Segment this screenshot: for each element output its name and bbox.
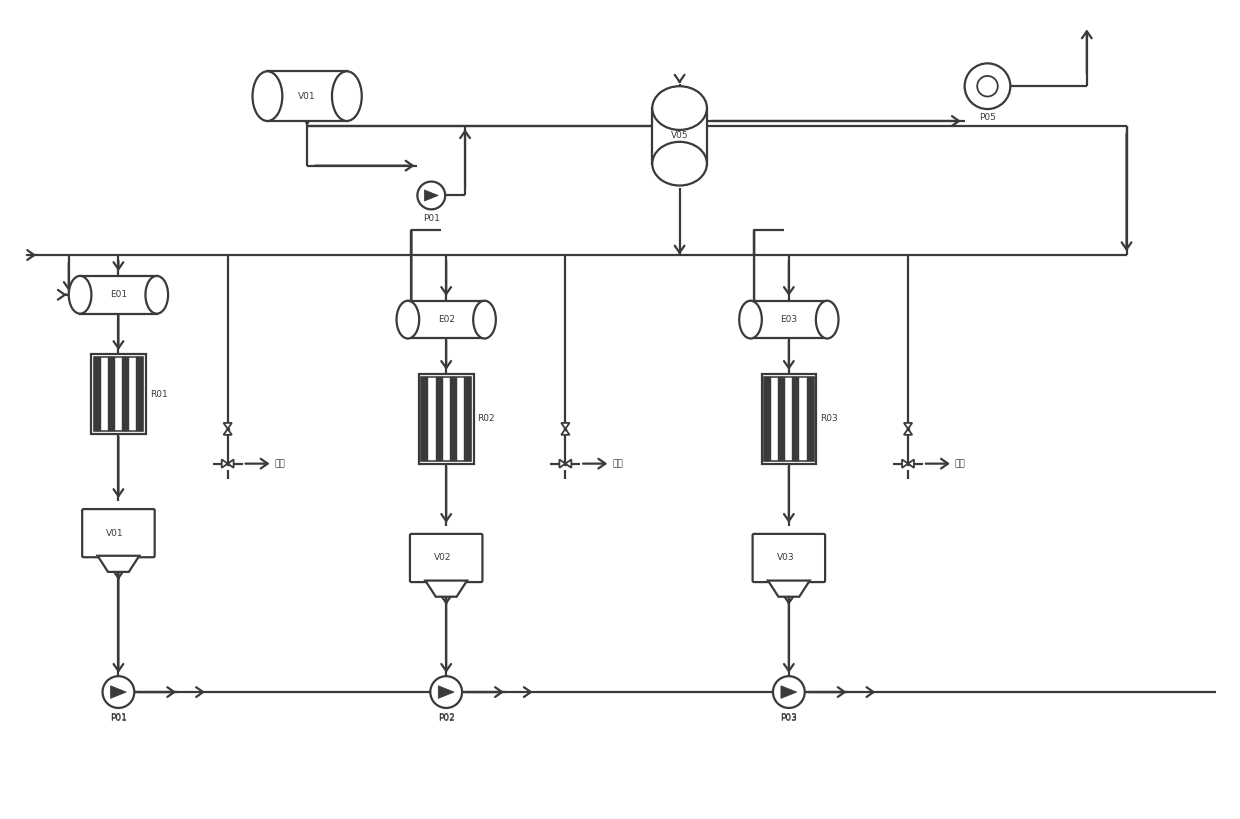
- Text: P02: P02: [438, 714, 455, 723]
- Text: 尾气: 尾气: [613, 459, 622, 468]
- Polygon shape: [228, 459, 233, 468]
- Circle shape: [418, 182, 445, 210]
- Circle shape: [977, 76, 998, 97]
- Bar: [652, 108, 707, 164]
- Polygon shape: [901, 459, 908, 468]
- Text: P02: P02: [438, 713, 455, 722]
- Ellipse shape: [474, 301, 496, 338]
- Polygon shape: [781, 686, 797, 699]
- Bar: [806, 377, 813, 461]
- Bar: [122, 357, 129, 432]
- Bar: [93, 357, 144, 432]
- Bar: [764, 377, 771, 461]
- FancyBboxPatch shape: [753, 534, 825, 582]
- Text: P01: P01: [110, 713, 126, 722]
- Bar: [792, 377, 800, 461]
- Text: R01: R01: [150, 390, 167, 399]
- Polygon shape: [425, 581, 467, 597]
- Polygon shape: [904, 423, 913, 429]
- Polygon shape: [908, 459, 914, 468]
- Bar: [408, 301, 485, 338]
- Polygon shape: [768, 581, 810, 597]
- Circle shape: [430, 676, 463, 708]
- Bar: [750, 301, 827, 338]
- Text: V03: V03: [776, 554, 794, 563]
- Text: V02: V02: [434, 554, 451, 563]
- Ellipse shape: [145, 276, 169, 314]
- Text: P03: P03: [780, 714, 797, 723]
- Bar: [422, 377, 471, 461]
- Ellipse shape: [397, 301, 419, 338]
- Bar: [93, 357, 100, 432]
- Polygon shape: [223, 423, 232, 429]
- Text: 尾气: 尾气: [955, 459, 966, 468]
- Circle shape: [103, 676, 134, 708]
- Text: P01: P01: [110, 714, 126, 723]
- Polygon shape: [110, 686, 126, 699]
- Text: P01: P01: [423, 215, 440, 224]
- Text: 尾气: 尾气: [274, 459, 285, 468]
- Ellipse shape: [652, 142, 707, 186]
- Bar: [761, 374, 816, 464]
- Polygon shape: [438, 686, 454, 699]
- Bar: [108, 357, 115, 432]
- Bar: [422, 377, 429, 461]
- FancyBboxPatch shape: [82, 509, 155, 557]
- Circle shape: [773, 676, 805, 708]
- FancyBboxPatch shape: [410, 534, 482, 582]
- Bar: [464, 377, 471, 461]
- Text: E01: E01: [110, 290, 126, 299]
- Ellipse shape: [652, 86, 707, 130]
- Text: P03: P03: [780, 713, 797, 722]
- Polygon shape: [904, 429, 913, 435]
- Text: V01: V01: [299, 92, 316, 101]
- Polygon shape: [223, 429, 232, 435]
- Polygon shape: [562, 429, 569, 435]
- Text: E03: E03: [780, 315, 797, 324]
- Text: V05: V05: [671, 131, 688, 140]
- Polygon shape: [562, 423, 569, 429]
- Bar: [81, 276, 156, 314]
- Bar: [91, 355, 146, 434]
- Ellipse shape: [739, 301, 761, 338]
- Circle shape: [965, 63, 1011, 109]
- Ellipse shape: [253, 71, 283, 121]
- Polygon shape: [424, 190, 438, 201]
- Text: R02: R02: [477, 414, 495, 423]
- Bar: [136, 357, 144, 432]
- Ellipse shape: [332, 71, 362, 121]
- Bar: [779, 377, 785, 461]
- Polygon shape: [565, 459, 572, 468]
- Text: V01: V01: [107, 528, 124, 537]
- Bar: [435, 377, 443, 461]
- Ellipse shape: [68, 276, 92, 314]
- Polygon shape: [559, 459, 565, 468]
- Bar: [419, 374, 474, 464]
- Text: P05: P05: [980, 113, 996, 122]
- Ellipse shape: [816, 301, 838, 338]
- Bar: [268, 71, 347, 121]
- Bar: [764, 377, 813, 461]
- Bar: [450, 377, 456, 461]
- Polygon shape: [98, 556, 139, 572]
- Text: E02: E02: [438, 315, 455, 324]
- Text: R03: R03: [820, 414, 838, 423]
- Polygon shape: [222, 459, 228, 468]
